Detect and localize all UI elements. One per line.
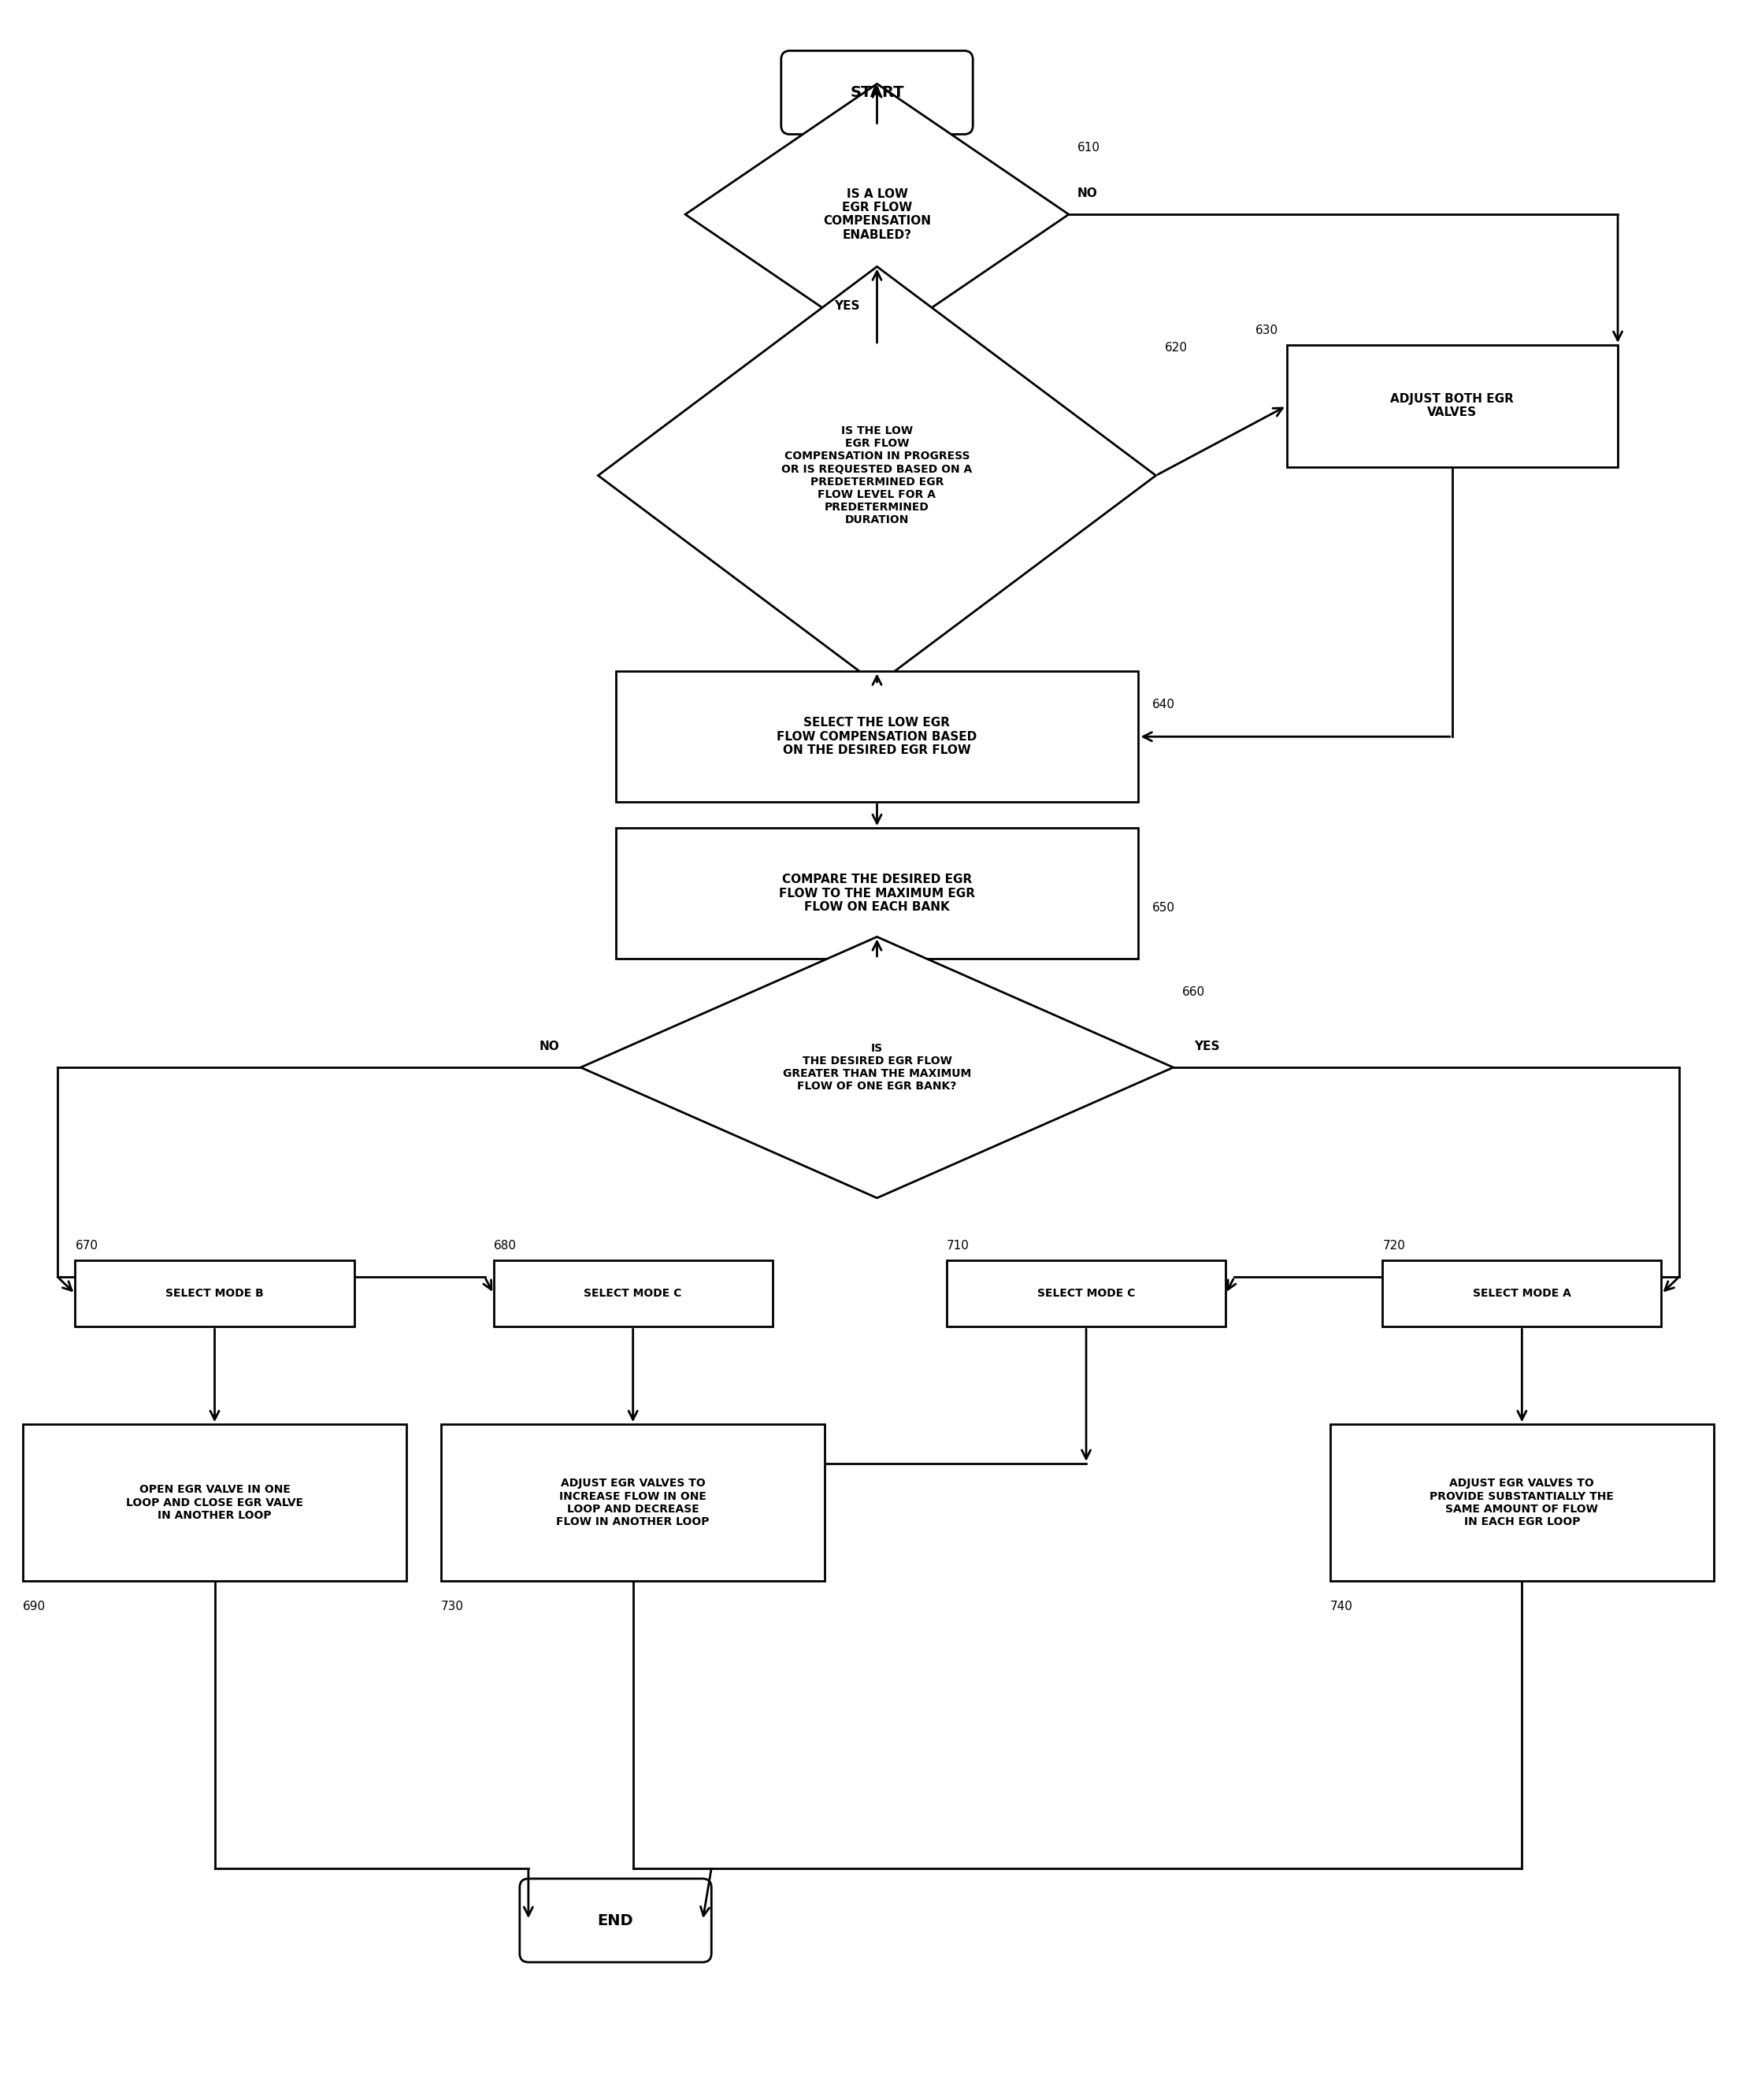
Text: START: START: [851, 84, 903, 101]
Text: 610: 610: [1077, 141, 1100, 153]
FancyBboxPatch shape: [519, 1880, 712, 1961]
Text: OPEN EGR VALVE IN ONE
LOOP AND CLOSE EGR VALVE
IN ANOTHER LOOP: OPEN EGR VALVE IN ONE LOOP AND CLOSE EGR…: [126, 1485, 303, 1520]
Text: 640: 640: [1152, 699, 1175, 710]
Text: SELECT MODE C: SELECT MODE C: [1037, 1287, 1135, 1300]
Text: 740: 740: [1330, 1600, 1352, 1613]
Bar: [1287, 344, 1617, 466]
Text: 660: 660: [1182, 987, 1205, 997]
Text: IS
THE DESIRED EGR FLOW
GREATER THAN THE MAXIMUM
FLOW OF ONE EGR BANK?: IS THE DESIRED EGR FLOW GREATER THAN THE…: [782, 1044, 972, 1092]
Text: 650: 650: [1152, 903, 1175, 913]
Bar: [23, 1424, 407, 1581]
Text: IS THE LOW
EGR FLOW
COMPENSATION IN PROGRESS
OR IS REQUESTED BASED ON A
PREDETER: IS THE LOW EGR FLOW COMPENSATION IN PROG…: [782, 426, 972, 525]
Polygon shape: [598, 267, 1156, 685]
Text: 710: 710: [947, 1241, 970, 1252]
Text: ADJUST BOTH EGR
VALVES: ADJUST BOTH EGR VALVES: [1391, 393, 1514, 418]
Text: IS A LOW
EGR FLOW
COMPENSATION
ENABLED?: IS A LOW EGR FLOW COMPENSATION ENABLED?: [823, 187, 931, 242]
Text: ADJUST EGR VALVES TO
PROVIDE SUBSTANTIALLY THE
SAME AMOUNT OF FLOW
IN EACH EGR L: ADJUST EGR VALVES TO PROVIDE SUBSTANTIAL…: [1430, 1478, 1614, 1527]
FancyBboxPatch shape: [781, 50, 973, 134]
Text: ADJUST EGR VALVES TO
INCREASE FLOW IN ONE
LOOP AND DECREASE
FLOW IN ANOTHER LOOP: ADJUST EGR VALVES TO INCREASE FLOW IN ON…: [556, 1478, 710, 1527]
Polygon shape: [686, 84, 1068, 344]
Text: COMPARE THE DESIRED EGR
FLOW TO THE MAXIMUM EGR
FLOW ON EACH BANK: COMPARE THE DESIRED EGR FLOW TO THE MAXI…: [779, 874, 975, 914]
Text: 680: 680: [493, 1241, 516, 1252]
Bar: [75, 1260, 354, 1327]
Bar: [616, 827, 1138, 958]
Bar: [442, 1424, 824, 1581]
Text: 720: 720: [1382, 1241, 1405, 1252]
Bar: [616, 672, 1138, 802]
Bar: [1330, 1424, 1714, 1581]
Text: 620: 620: [1165, 342, 1187, 353]
Text: YES: YES: [1194, 1042, 1219, 1052]
Bar: [947, 1260, 1226, 1327]
Text: YES: YES: [833, 300, 859, 311]
Bar: [1382, 1260, 1661, 1327]
Polygon shape: [581, 937, 1173, 1197]
Text: SELECT MODE C: SELECT MODE C: [584, 1287, 682, 1300]
Text: NO: NO: [1077, 187, 1098, 200]
Bar: [493, 1260, 772, 1327]
Text: 630: 630: [1254, 323, 1279, 336]
Text: 670: 670: [75, 1241, 98, 1252]
Text: NO: NO: [540, 1042, 560, 1052]
Text: 730: 730: [442, 1600, 465, 1613]
Text: 690: 690: [23, 1600, 46, 1613]
Text: END: END: [598, 1913, 633, 1928]
Text: SELECT THE LOW EGR
FLOW COMPENSATION BASED
ON THE DESIRED EGR FLOW: SELECT THE LOW EGR FLOW COMPENSATION BAS…: [777, 716, 977, 756]
Text: SELECT MODE A: SELECT MODE A: [1473, 1287, 1572, 1300]
Text: SELECT MODE B: SELECT MODE B: [165, 1287, 263, 1300]
